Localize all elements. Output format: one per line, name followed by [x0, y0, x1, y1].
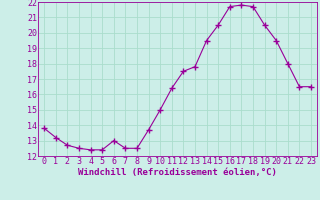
X-axis label: Windchill (Refroidissement éolien,°C): Windchill (Refroidissement éolien,°C): [78, 168, 277, 177]
